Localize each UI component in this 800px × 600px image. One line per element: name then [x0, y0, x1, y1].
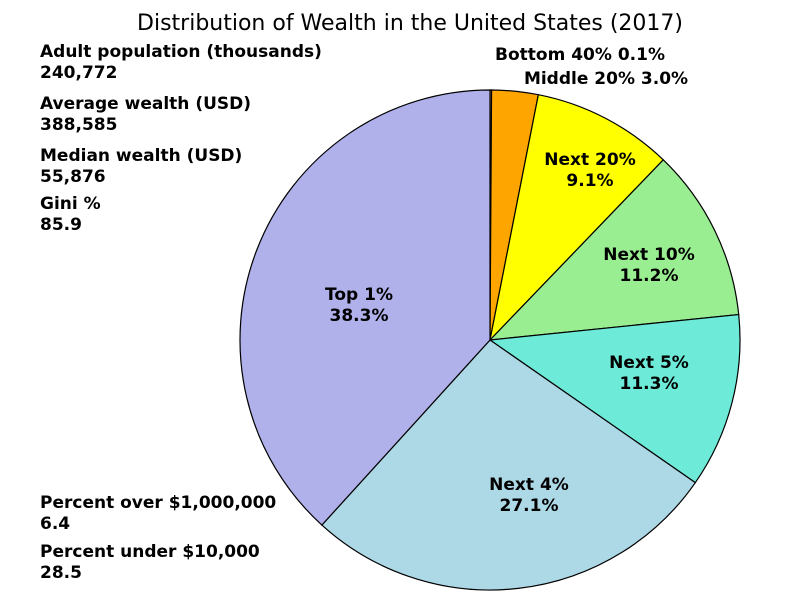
pie-slice-top-1 — [239, 89, 491, 526]
pie-slice-next-10 — [488, 158, 740, 341]
stat-median-wealth: Median wealth (USD) 55,876 — [40, 146, 242, 188]
pie-slice-next-4 — [321, 339, 697, 591]
stat-label: Gini % — [40, 194, 101, 214]
slice-label-name: Next 10% — [603, 245, 694, 265]
slice-label: Next 5% 11.3% — [609, 353, 689, 394]
stat-percent-over-million: Percent over $1,000,000 6.4 — [40, 493, 276, 535]
slice-label-name: Next 20% — [544, 150, 635, 170]
slice-label: Next 4% 27.1% — [489, 475, 569, 516]
slice-label-name: Next 5% — [609, 353, 689, 373]
stat-gini: Gini % 85.9 — [40, 194, 101, 236]
slice-label-value: 11.2% — [620, 266, 679, 286]
stat-average-wealth: Average wealth (USD) 388,585 — [40, 94, 251, 136]
pie-slice-next-5 — [488, 313, 741, 484]
stat-value: 85.9 — [40, 215, 82, 235]
slice-label-value: 27.1% — [500, 496, 559, 516]
slice-label: Next 20% 9.1% — [544, 150, 635, 191]
slice-label: Next 10% 11.2% — [603, 245, 694, 286]
stat-adult-population: Adult population (thousands) 240,772 — [40, 42, 322, 84]
pie-slices — [239, 89, 741, 591]
slice-label-name: Top 1% — [325, 285, 393, 305]
stat-label: Adult population (thousands) — [40, 42, 322, 62]
pie-slice-next-20 — [489, 94, 665, 342]
stat-label: Percent under $10,000 — [40, 542, 260, 562]
chart-title: Distribution of Wealth in the United Sta… — [137, 11, 683, 36]
slice-label: Bottom 40% 0.1% — [495, 45, 665, 65]
slice-label: Top 1% 38.3% — [325, 285, 393, 326]
slice-label-value: 9.1% — [566, 171, 613, 191]
slice-label-value: 11.3% — [620, 374, 679, 394]
slice-label-value: 38.3% — [330, 306, 389, 326]
stat-value: 388,585 — [40, 115, 118, 135]
stat-label: Median wealth (USD) — [40, 146, 243, 166]
stat-label: Average wealth (USD) — [40, 94, 252, 114]
slice-label-name: Next 4% — [489, 475, 569, 495]
stat-value: 6.4 — [40, 514, 71, 534]
slice-label: Middle 20% 3.0% — [524, 69, 688, 89]
stat-value: 28.5 — [40, 563, 82, 583]
stat-label: Percent over $1,000,000 — [40, 493, 277, 513]
stat-value: 55,876 — [40, 167, 106, 187]
stat-value: 240,772 — [40, 63, 118, 83]
pie-slice-labels: Bottom 40% 0.1% Middle 20% 3.0% Next 20% 9.… — [325, 45, 695, 516]
stat-percent-under-10k: Percent under $10,000 28.5 — [40, 542, 260, 584]
